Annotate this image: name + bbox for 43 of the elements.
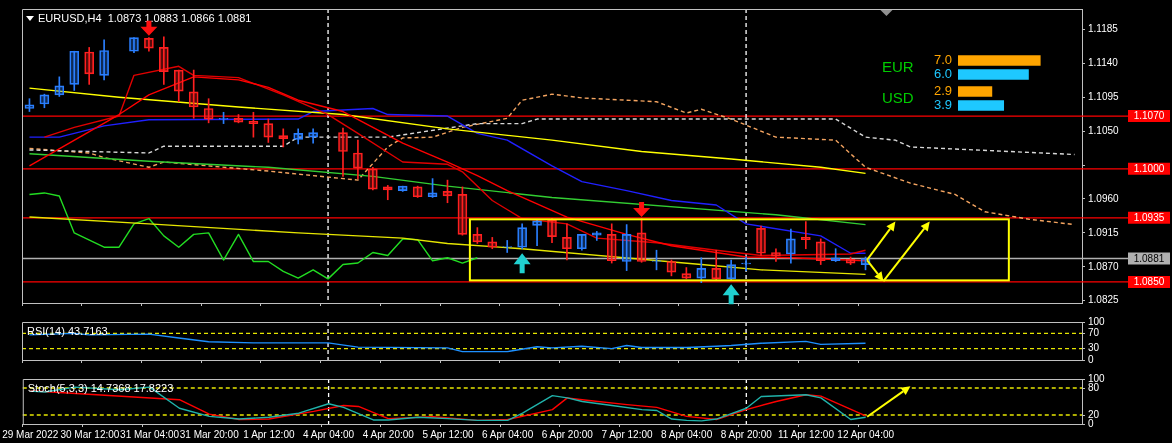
data-label: 7.0 (933, 52, 952, 68)
y-tick-label: 70 (1088, 327, 1100, 339)
y-tick-label: 1.1095 (1088, 90, 1120, 102)
y-tick-label: 100 (1088, 372, 1106, 384)
y-tick-label: 1.0915 (1088, 226, 1120, 238)
x-tick-label: 8 Apr 20:00 (720, 428, 773, 440)
category-label: EUR (882, 57, 914, 75)
data-label: 6.0 (933, 66, 952, 82)
x-tick-label: 5 Apr 12:00 (422, 428, 474, 440)
y-tick-label: 1.1050 (1088, 124, 1120, 136)
x-tick-label: 1 Apr 12:00 (243, 428, 295, 440)
x-tick-label: 11 Apr 12:00 (778, 428, 835, 440)
ref-line-label: 1.0850 (1133, 276, 1165, 288)
y-tick-label: 0 (1088, 353, 1094, 365)
x-tick-label: 6 Apr 04:00 (482, 428, 534, 440)
data-label: 3.9 (933, 97, 952, 113)
ref-line-label: 1.1000 (1133, 163, 1165, 175)
data-label: 2.9 (933, 83, 952, 99)
x-tick-label: 4 Apr 20:00 (362, 428, 415, 440)
x-tick-label: 29 Mar 2022 (2, 428, 59, 440)
x-tick-label: 31 Mar 04:00 (120, 428, 180, 440)
x-tick-label: 30 Mar 12:00 (60, 428, 120, 440)
y-tick-label: 1.0825 (1088, 294, 1120, 306)
y-tick-label: 1.0870 (1088, 260, 1120, 272)
y-tick-label: 80 (1088, 381, 1100, 393)
y-tick-label: 0 (1088, 417, 1094, 429)
ref-line-label: 1.0881 (1133, 252, 1165, 264)
y-tick-label: 1.1185 (1088, 23, 1119, 35)
y-tick-label: 100 (1088, 315, 1106, 327)
x-tick-label: 6 Apr 20:00 (541, 428, 594, 440)
x-tick-label: 7 Apr 12:00 (601, 428, 653, 440)
y-tick-label: 1.0960 (1088, 192, 1120, 204)
y-tick-label: 20 (1088, 408, 1100, 420)
y-tick-label: 30 (1088, 342, 1100, 354)
ref-line-label: 1.1070 (1133, 110, 1165, 122)
category-label: USD (882, 88, 914, 106)
chart-title: EURUSD,H4 1.0873 1.0883 1.0866 1.0881 (38, 12, 252, 25)
ref-line-label: 1.0935 (1133, 212, 1165, 224)
y-tick-label: 1.1140 (1088, 57, 1119, 69)
x-tick-label: 12 Apr 04:00 (837, 428, 895, 440)
x-tick-label: 31 Mar 20:00 (179, 428, 240, 440)
x-tick-label: 8 Apr 04:00 (661, 428, 713, 440)
x-tick-label: 4 Apr 04:00 (303, 428, 355, 440)
